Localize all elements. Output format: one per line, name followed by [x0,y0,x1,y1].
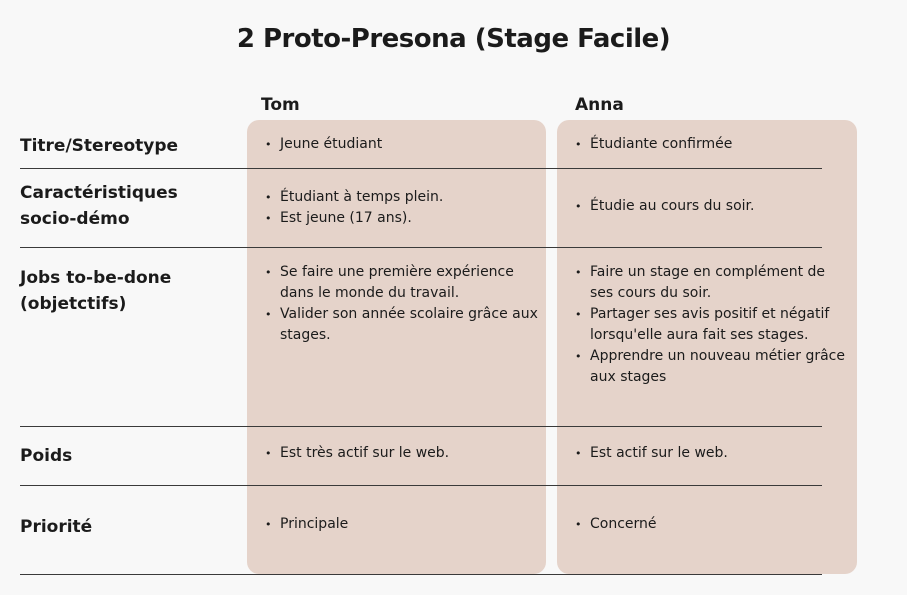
row-divider [20,426,822,427]
list-item: Se faire une première expérience dans le… [265,262,540,304]
row-divider [20,168,822,169]
list-item: Jeune étudiant [265,134,540,155]
cell-anna-socio-demo: Étudie au cours du soir. [575,196,850,217]
list-item: Principale [265,514,540,535]
list-item: Apprendre un nouveau métier grâce aux st… [575,346,850,388]
list-item: Étudiante confirmée [575,134,850,155]
cell-tom-poids: Est très actif sur le web. [265,443,540,464]
list-item: Est jeune (17 ans). [265,208,540,229]
cell-anna-jobs: Faire un stage en complément de ses cour… [575,262,850,388]
list-item: Partager ses avis positif et négatif lor… [575,304,850,346]
row-divider [20,485,822,486]
cell-anna-priorite: Concerné [575,514,850,535]
list-item: Est très actif sur le web. [265,443,540,464]
row-label-priorite: Priorité [20,517,93,537]
cell-tom-jobs: Se faire une première expérience dans le… [265,262,540,346]
page-title: 2 Proto-Presona (Stage Facile) [236,24,671,54]
list-item: Faire un stage en complément de ses cour… [575,262,850,304]
cell-anna-poids: Est actif sur le web. [575,443,850,464]
row-label-socio-demo: Caractéristiques socio-démo [20,183,178,229]
row-label-poids: Poids [20,446,73,466]
cell-tom-priorite: Principale [265,514,540,535]
column-header-tom: Tom [261,95,300,115]
cell-tom-socio-demo: Étudiant à temps plein. Est jeune (17 an… [265,187,540,229]
cell-anna-stereotype: Étudiante confirmée [575,134,850,155]
list-item: Concerné [575,514,850,535]
row-label-jobs: Jobs to-be-done (objetctifs) [20,268,172,314]
row-divider [20,574,822,575]
row-divider [20,247,822,248]
column-header-anna: Anna [575,95,624,115]
list-item: Étudie au cours du soir. [575,196,850,217]
cell-tom-stereotype: Jeune étudiant [265,134,540,155]
list-item: Valider son année scolaire grâce aux sta… [265,304,540,346]
list-item: Est actif sur le web. [575,443,850,464]
list-item: Étudiant à temps plein. [265,187,540,208]
row-label-stereotype: Titre/Stereotype [20,136,179,156]
